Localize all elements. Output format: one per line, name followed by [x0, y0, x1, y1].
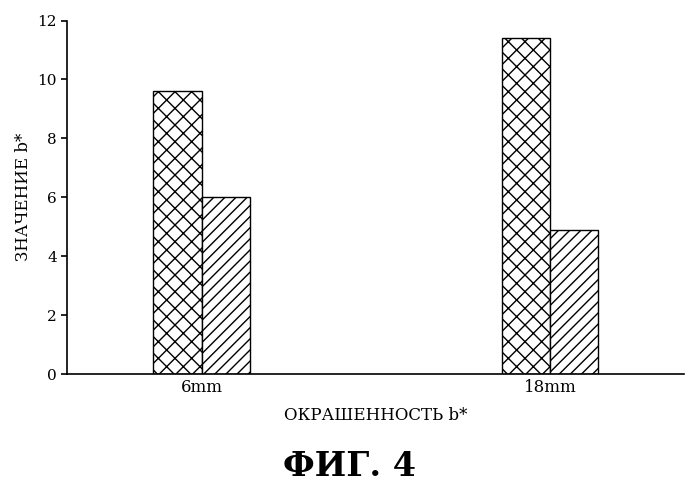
X-axis label: ОКРАШЕННОСТЬ b*: ОКРАШЕННОСТЬ b* [284, 407, 468, 424]
Bar [153, 91, 201, 374]
Text: ФИГ. 4: ФИГ. 4 [283, 450, 416, 483]
Bar [201, 197, 250, 374]
Bar [502, 38, 550, 374]
Y-axis label: ЗНАЧЕНИЕ b*: ЗНАЧЕНИЕ b* [15, 133, 32, 262]
Bar [550, 230, 598, 374]
